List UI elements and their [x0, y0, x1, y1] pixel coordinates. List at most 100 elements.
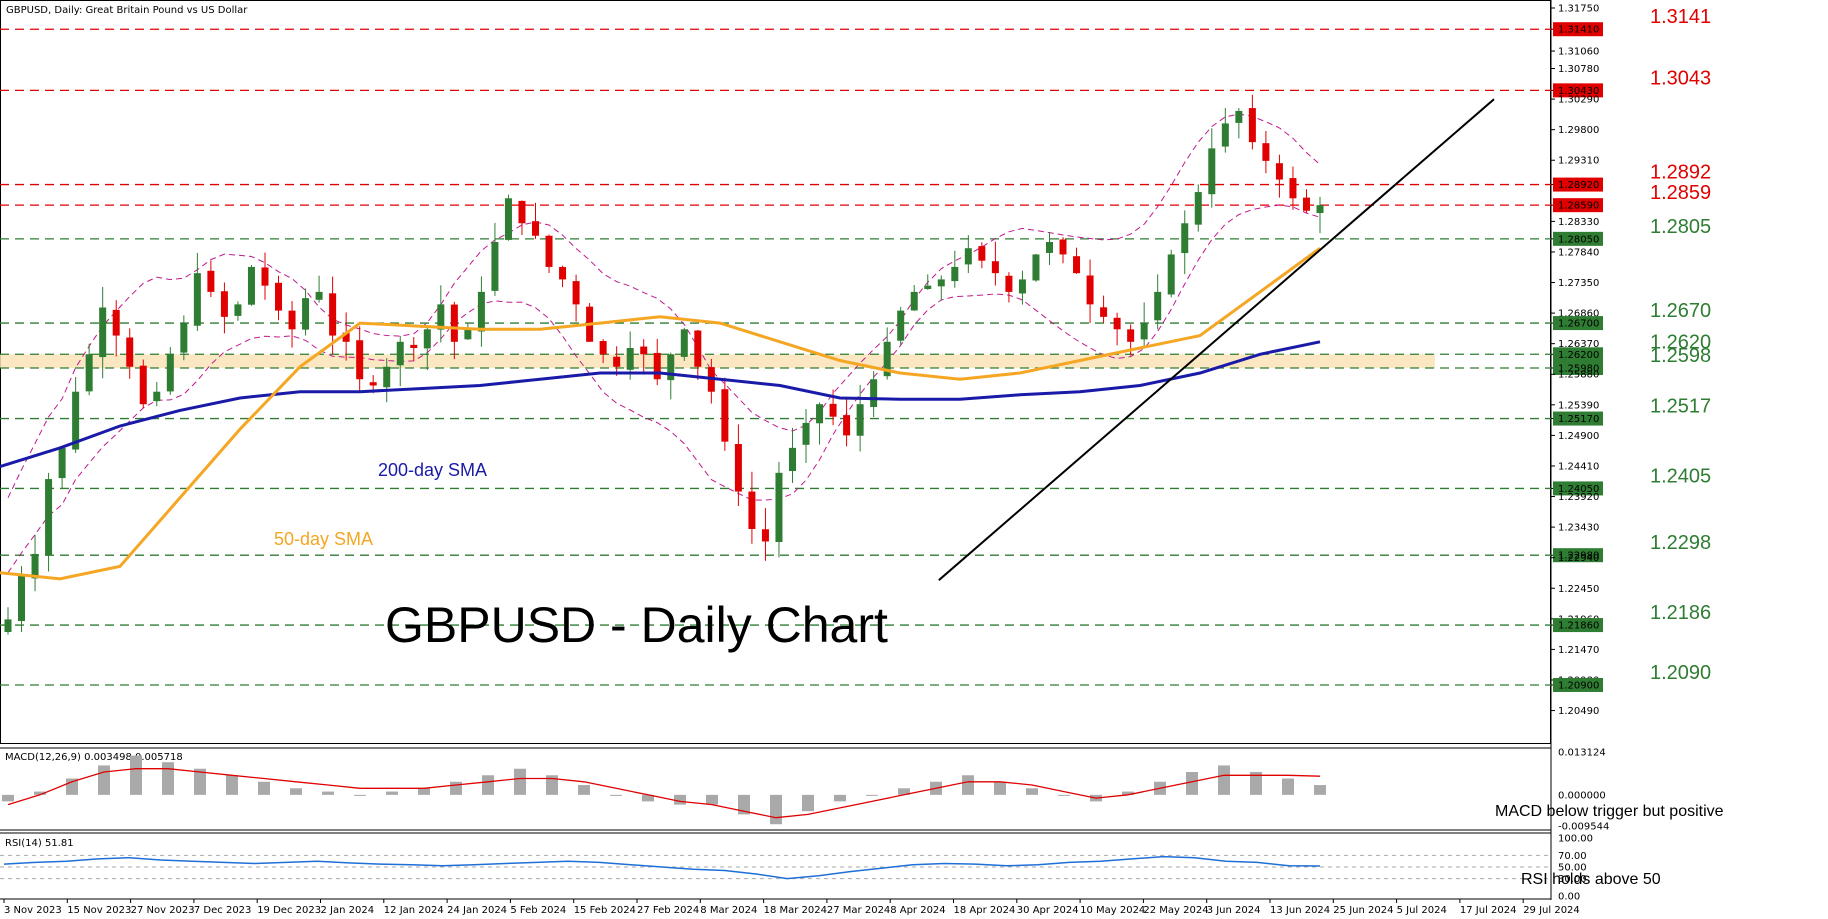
candle-body: [247, 266, 255, 305]
rsi-note: RSI holds above 50: [1521, 871, 1661, 888]
date-tick-label: 10 May 2024: [1080, 905, 1145, 916]
candle-body: [599, 341, 607, 355]
price-tick-highlight: [1553, 83, 1603, 98]
macd-bar: [130, 755, 142, 795]
date-axis-ticks: 3 Nov 2023 15 Nov 2023 27 Nov 2023 7 Dec 20…: [3, 899, 1580, 916]
macd-indicator-label: MACD(12,26,9) 0.003498 0.005718: [5, 752, 183, 763]
macd-bar: [290, 788, 302, 795]
date-tick-label: 5 Jul 2024: [1397, 905, 1447, 916]
candle-body: [545, 235, 553, 267]
price-tick-highlight: [1553, 22, 1603, 37]
price-tick-label: 1.20900: [1558, 680, 1599, 691]
macd-bar: [578, 785, 590, 795]
macd-tick-label: 0.013124: [1558, 748, 1606, 759]
date-tick-label: 27 Nov 2023: [131, 905, 195, 916]
rsi-tick-label: 30.00: [1558, 874, 1587, 885]
macd-bar: [1282, 778, 1294, 795]
price-tick-label: 1.24410: [1558, 461, 1599, 472]
candle-body: [1018, 279, 1026, 294]
price-tick-label: 1.23920: [1558, 492, 1599, 503]
candle-body: [1073, 256, 1081, 274]
candle-body: [1113, 317, 1121, 330]
price-tick-label: 1.25170: [1558, 414, 1599, 425]
macd-bar: [962, 775, 974, 795]
rsi-tick-label: 70.00: [1558, 851, 1587, 862]
price-tick-label: 1.26860: [1558, 309, 1599, 320]
chart-title: GBPUSD - Daily Chart: [385, 597, 888, 653]
resistance-level-label: 1.3043: [1650, 67, 1711, 89]
macd-bar: [354, 794, 366, 796]
candle-body: [4, 619, 12, 632]
macd-bar: [1314, 785, 1326, 795]
price-tick-label: 1.22980: [1558, 551, 1599, 562]
price-tick-label: 1.27840: [1558, 247, 1599, 258]
macd-bar: [194, 768, 206, 795]
candle-body: [937, 279, 945, 287]
price-tick-highlight: [1553, 347, 1603, 362]
candle-body: [559, 267, 567, 280]
macd-bar: [866, 794, 878, 796]
resistance-level-label: 1.2859: [1650, 182, 1711, 204]
candle-body: [58, 447, 66, 479]
candle-body: [166, 354, 174, 392]
macd-bar: [642, 794, 654, 802]
candle-body: [18, 575, 26, 622]
macd-bar: [1026, 788, 1038, 795]
candle-body: [504, 198, 512, 240]
macd-bar: [34, 791, 46, 795]
price-tick-label: 1.28050: [1558, 234, 1599, 245]
date-tick-label: 5 Feb 2024: [510, 905, 566, 916]
support-level-label: 1.2670: [1650, 300, 1711, 322]
candle-body: [1140, 323, 1148, 340]
candle-body: [1045, 241, 1053, 253]
date-tick-label: 15 Feb 2024: [574, 905, 636, 916]
macd-bar: [738, 794, 750, 815]
candle-body: [1289, 178, 1297, 199]
support-level-label: 1.2298: [1650, 532, 1711, 554]
candle-body: [139, 365, 147, 405]
price-tick-label: 1.31410: [1558, 25, 1599, 36]
candle-body: [31, 553, 39, 579]
macd-bar: [226, 775, 238, 795]
price-tick-highlight: [1553, 618, 1603, 633]
price-axis-ticks: 1.31750 1.31410 1.31060 1.30780 1.304301.302…: [1551, 4, 1603, 717]
candle-body: [302, 298, 310, 330]
macd-bar: [450, 781, 462, 795]
candle-body: [667, 354, 675, 381]
date-tick-label: 8 Mar 2024: [700, 905, 757, 916]
candle-body: [477, 291, 485, 332]
price-tick-label: 1.26700: [1558, 319, 1599, 330]
candle-body: [897, 310, 905, 341]
support-level-label: 1.2090: [1650, 662, 1711, 684]
candle-body: [464, 329, 472, 340]
candle-body: [491, 241, 499, 291]
candle-body: [883, 341, 891, 377]
date-tick-label: 30 Apr 2024: [1017, 905, 1079, 916]
date-tick-label: 24 Jan 2024: [447, 905, 507, 916]
candle-body: [234, 304, 242, 316]
candle-body: [964, 248, 972, 265]
candle-body: [207, 270, 215, 292]
date-tick-label: 17 Jul 2024: [1460, 905, 1517, 916]
macd-bar: [386, 791, 398, 795]
macd-bar: [1250, 771, 1262, 795]
candle-body: [112, 309, 120, 336]
macd-bar: [418, 788, 430, 795]
rsi-indicator-label: RSI(14) 51.81: [5, 838, 74, 849]
price-tick-label: 1.31750: [1558, 4, 1599, 15]
price-tick-label: 1.27350: [1558, 278, 1599, 289]
date-tick-label: 27 Feb 2024: [637, 905, 699, 916]
candle-body: [126, 337, 134, 367]
price-tick-label: 1.30780: [1558, 64, 1599, 75]
macd-axis-ticks: 0.013124 0.000000 -0.009544: [1558, 748, 1609, 833]
price-tick-highlight: [1553, 231, 1603, 246]
candle-body: [1100, 307, 1108, 317]
price-tick-label: 1.30290: [1558, 95, 1599, 106]
bollinger-bands: [7, 113, 1321, 573]
price-tick-label: 1.25980: [1558, 364, 1599, 375]
candle-body: [978, 246, 986, 261]
candle-body: [1275, 163, 1283, 180]
candle-body: [423, 329, 431, 349]
candle-body: [843, 415, 851, 436]
upper-band: [7, 113, 1321, 499]
